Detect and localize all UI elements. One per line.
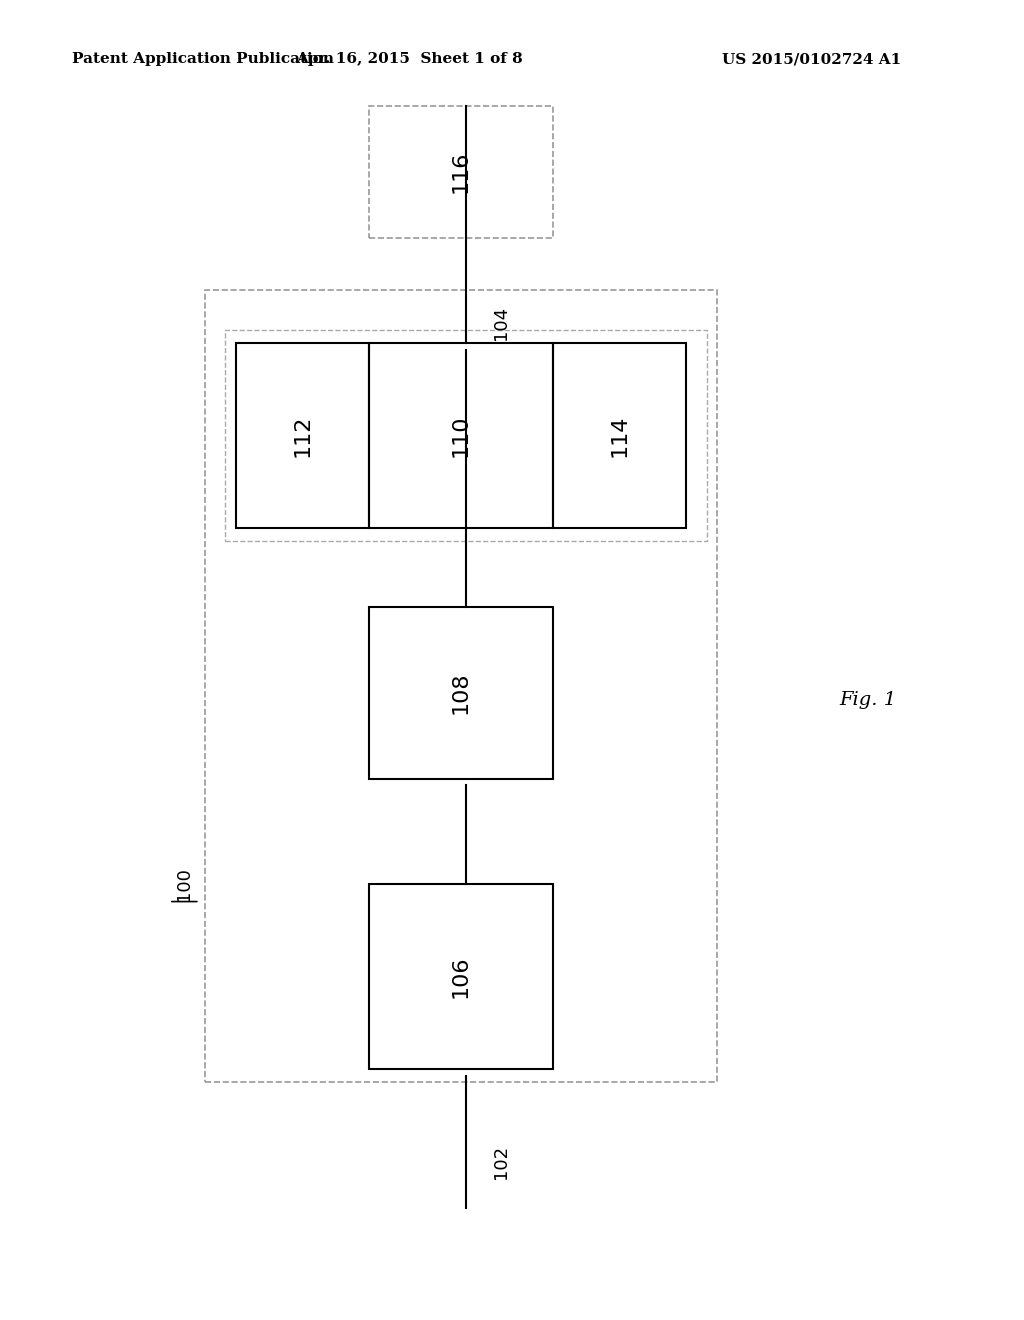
Bar [553,343,686,528]
Text: 114: 114 [609,414,630,457]
Bar [369,607,553,779]
Text: 102: 102 [492,1144,510,1179]
Text: 108: 108 [451,672,471,714]
Bar [369,343,553,528]
Text: 112: 112 [292,414,312,457]
Bar [369,884,553,1069]
Bar [236,343,369,528]
Text: 110: 110 [451,414,471,457]
Text: Apr. 16, 2015  Sheet 1 of 8: Apr. 16, 2015 Sheet 1 of 8 [296,53,523,66]
Text: US 2015/0102724 A1: US 2015/0102724 A1 [722,53,901,66]
Text: 116: 116 [451,150,471,193]
Bar [225,330,707,541]
Text: 106: 106 [451,956,471,998]
Text: 100: 100 [175,867,194,902]
Bar [369,106,553,238]
Bar [205,290,717,1082]
Text: Patent Application Publication: Patent Application Publication [72,53,334,66]
Text: 104: 104 [492,306,510,341]
Text: Fig. 1: Fig. 1 [840,690,897,709]
